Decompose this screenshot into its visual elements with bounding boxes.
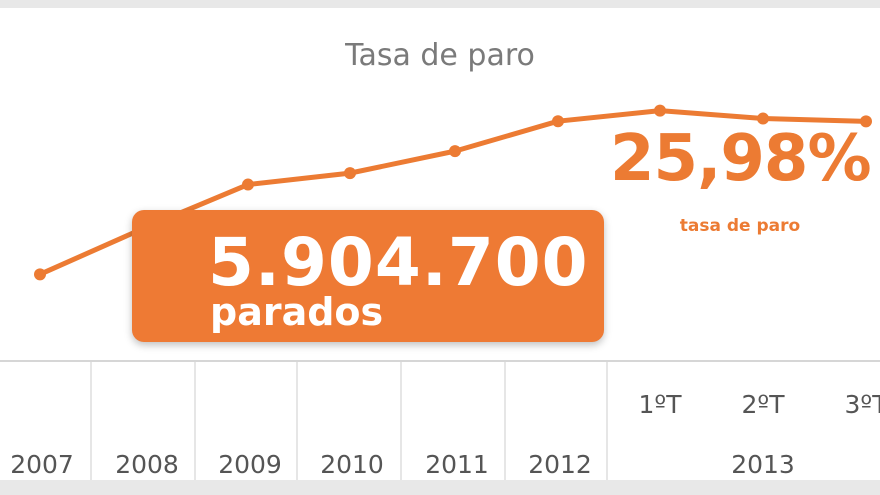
top-border: [0, 0, 880, 8]
tick-label-2010: 2010: [320, 450, 384, 479]
axis-cell-2010: [298, 362, 402, 480]
chart-title: Tasa de paro: [345, 38, 535, 73]
tick-label-1ºT: 1ºT: [638, 390, 682, 419]
data-point-2012: [552, 115, 564, 128]
data-point-2011: [449, 145, 461, 158]
data-point-2007: [34, 268, 46, 281]
axis-cell-2009: [196, 362, 298, 480]
tick-group-label: 2013: [731, 450, 795, 479]
tick-label-2ºT: 2ºT: [741, 390, 785, 419]
axis-cell-2008: [92, 362, 196, 480]
rate-value: 25,98%: [610, 122, 872, 196]
data-point-2009: [242, 178, 254, 191]
axis-cell-2007: [0, 362, 92, 480]
data-point-2ºT: [757, 112, 769, 125]
tick-label-2008: 2008: [115, 450, 179, 479]
rate-label: tasa de paro: [679, 216, 801, 236]
data-point-2010: [344, 167, 356, 180]
x-axis: 2007 2008 2009 2010 2011 2012 1ºT 2ºT 3ºT 2013: [0, 360, 880, 482]
tick-label-2011: 2011: [425, 450, 489, 479]
data-point-1ºT: [654, 104, 666, 117]
tick-label-2009: 2009: [218, 450, 282, 479]
axis-cell-2011: [402, 362, 506, 480]
unemployed-label: parados: [210, 290, 384, 334]
tick-label-2012: 2012: [528, 450, 592, 479]
unemployed-value: 5.904.700: [208, 224, 589, 301]
axis-cell-2012: [506, 362, 608, 480]
data-point-3ºT: [860, 115, 872, 128]
unemployed-callout: 5.904.700 parados: [132, 210, 604, 342]
bottom-border: [0, 480, 880, 495]
tick-label-2007: 2007: [10, 450, 74, 479]
tick-label-3ºT: 3ºT: [844, 390, 880, 419]
